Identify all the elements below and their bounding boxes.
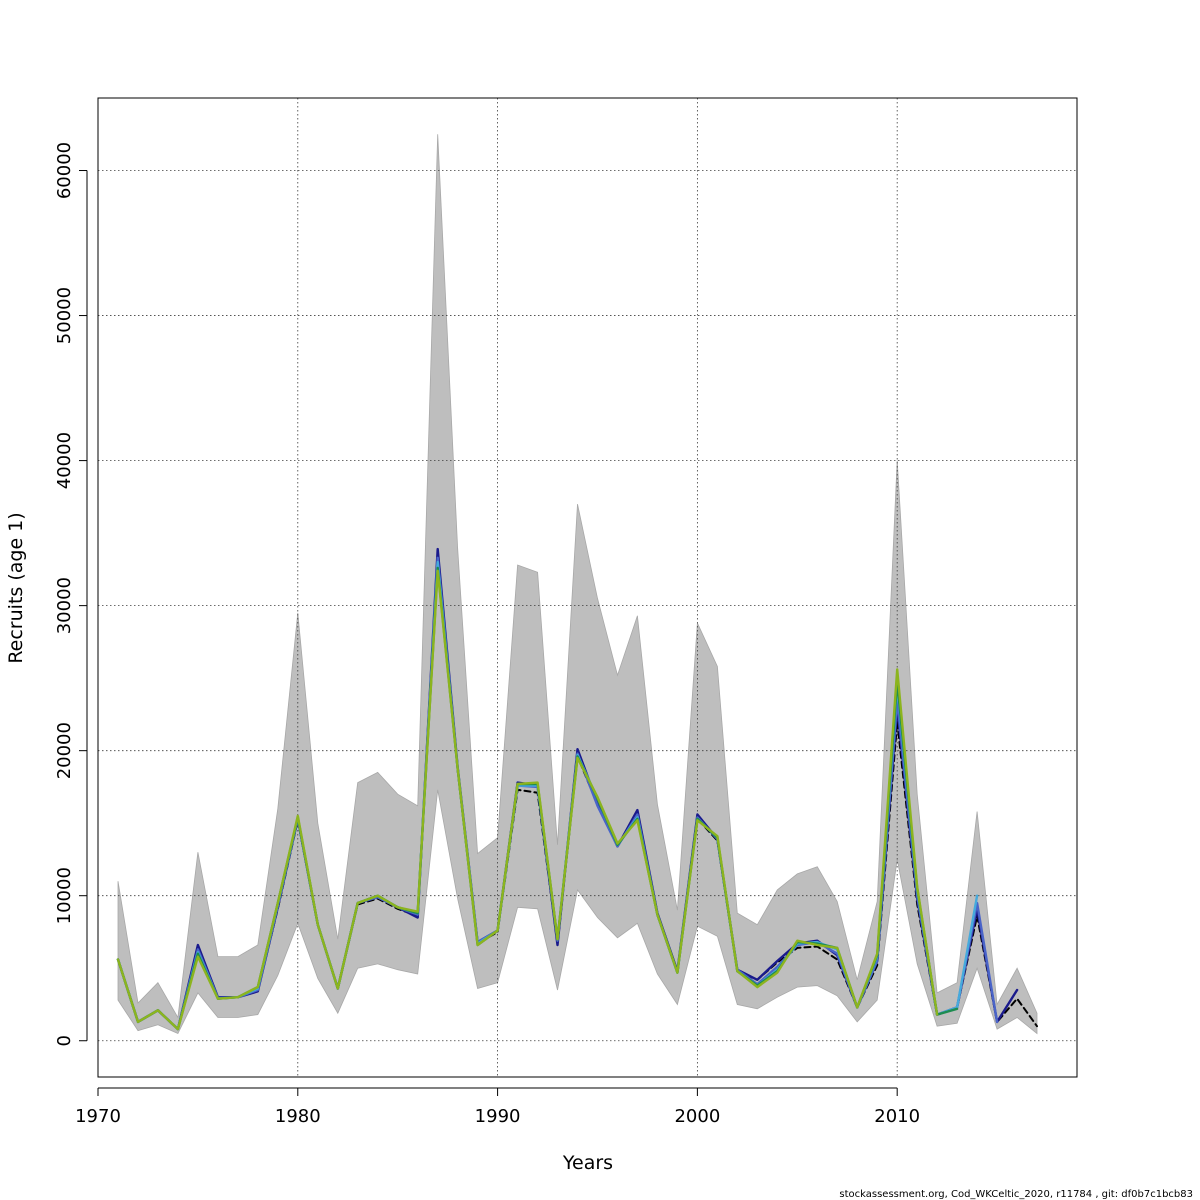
x-tick-label-1980: 1980 [275, 1106, 321, 1127]
grid [97, 98, 1077, 1077]
y-tick-label-30000: 30000 [54, 577, 75, 634]
y-tick-label-0: 0 [54, 1035, 75, 1046]
footer-credit: stockassessment.org, Cod_WKCeltic_2020, … [839, 1189, 1193, 1200]
x-tick-label-1970: 1970 [75, 1106, 121, 1127]
series-lines [116, 547, 1038, 1031]
y-tick-label-40000: 40000 [54, 432, 75, 489]
y-tick-label-10000: 10000 [54, 867, 75, 924]
x-axis-title: Years [562, 1152, 613, 1174]
x-tick-label-2010: 2010 [874, 1106, 920, 1127]
y-tick-label-50000: 50000 [54, 287, 75, 344]
y-tick-label-20000: 20000 [54, 722, 75, 779]
x-tick-label-2000: 2000 [674, 1106, 720, 1127]
confidence-band-area [117, 134, 1038, 1035]
x-axis: 1970 1980 1990 2000 2010 [75, 1087, 920, 1127]
x-tick-label-1990: 1990 [475, 1106, 521, 1127]
y-axis-title: Recruits (age 1) [5, 512, 27, 663]
series-line-5 [116, 569, 939, 1031]
confidence-band [117, 134, 1038, 1035]
y-axis: 0 10000 20000 30000 40000 50000 60000 [54, 142, 88, 1046]
plot-frame [97, 97, 1078, 1078]
y-tick-label-60000: 60000 [54, 142, 75, 199]
